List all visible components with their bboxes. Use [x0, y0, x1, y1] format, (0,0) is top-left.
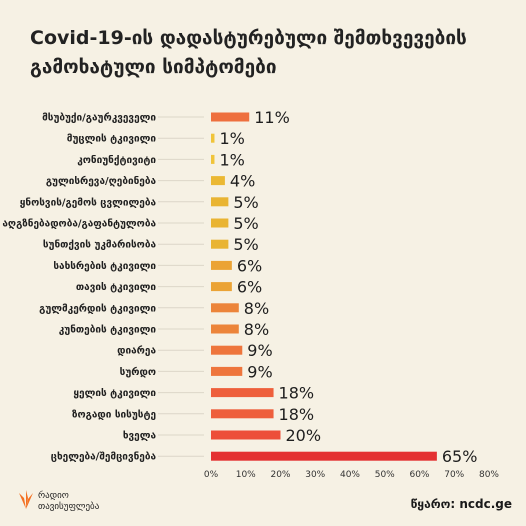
bar	[211, 409, 274, 419]
x-tick-label: 70%	[444, 470, 464, 480]
category-label: აღგზნებადობა/გაფანტულობა	[2, 218, 156, 230]
value-label: 9%	[247, 341, 272, 360]
value-label: 18%	[279, 384, 315, 403]
value-label: 11%	[254, 108, 290, 127]
x-tick-label: 60%	[409, 470, 429, 480]
category-label: კუნთების ტკივილი	[59, 324, 157, 336]
value-label: 20%	[286, 426, 322, 445]
bar	[211, 176, 225, 186]
value-label: 8%	[244, 320, 269, 339]
bar	[211, 133, 215, 143]
bar	[211, 239, 229, 249]
value-label: 8%	[244, 299, 269, 318]
bar	[211, 218, 229, 228]
category-label: მსუბუქი/გაურკვეველი	[42, 112, 156, 124]
value-label: 5%	[233, 214, 258, 233]
bar	[211, 345, 243, 355]
category-label: კონიუნქტივიტი	[77, 154, 156, 166]
value-label: 1%	[219, 150, 244, 169]
radio-liberty-logo-icon	[19, 490, 33, 509]
value-label: 1%	[219, 129, 244, 148]
value-label: 9%	[247, 362, 272, 381]
category-label: დიარეა	[117, 345, 156, 357]
value-label: 5%	[233, 193, 258, 212]
category-label: სურდო	[120, 366, 156, 378]
category-label: ზოგადი სისუსტე	[72, 408, 156, 420]
x-tick-label: 10%	[236, 470, 256, 480]
x-tick-label: 50%	[375, 470, 395, 480]
category-label: ყელის ტკივილი	[73, 387, 156, 399]
x-tick-label: 0%	[204, 470, 219, 480]
category-label: გულმკერდის ტკივილი	[39, 302, 156, 314]
value-label: 6%	[237, 278, 262, 297]
category-label: გულისრევა/ღებინება	[46, 175, 157, 187]
category-label: ცხელება/შემცივნება	[51, 451, 157, 463]
value-label: 4%	[230, 172, 255, 191]
value-label: 5%	[233, 235, 258, 254]
bar	[211, 324, 239, 334]
bar	[211, 112, 250, 122]
bar	[211, 154, 215, 164]
source-note: წყარო: ncdc.ge	[410, 497, 512, 511]
category-label: სუნთქვის უკმარისობა	[43, 239, 157, 251]
x-tick-label: 30%	[305, 470, 325, 480]
brand-name-line2: თავისუფლება	[38, 502, 100, 512]
bar	[211, 260, 232, 270]
x-tick-label: 80%	[479, 470, 499, 480]
brand-name: რადიო თავისუფლება	[38, 491, 118, 513]
bar	[211, 366, 243, 376]
bar	[211, 282, 232, 292]
x-tick-label: 20%	[270, 470, 290, 480]
category-label: ხველა	[123, 430, 157, 442]
bar	[211, 303, 239, 313]
value-label: 6%	[237, 256, 262, 275]
value-label: 65%	[442, 447, 478, 466]
bar	[211, 451, 437, 461]
category-label: თავის ტკივილი	[76, 281, 156, 293]
category-label: სახსრების ტკივილი	[53, 260, 156, 272]
bar	[211, 388, 274, 398]
bar	[211, 430, 281, 440]
bar	[211, 197, 229, 207]
chart-title: Covid-19-ის დადასტურებული შემთხვევების გ…	[30, 27, 467, 78]
category-label: ყნოსვის/გემოს ცვლილება	[20, 196, 157, 208]
category-label: მუცლის ტკივილი	[67, 133, 157, 145]
brand-name-line1: რადიო	[38, 491, 69, 501]
value-label: 18%	[279, 405, 315, 424]
x-tick-label: 40%	[340, 470, 360, 480]
